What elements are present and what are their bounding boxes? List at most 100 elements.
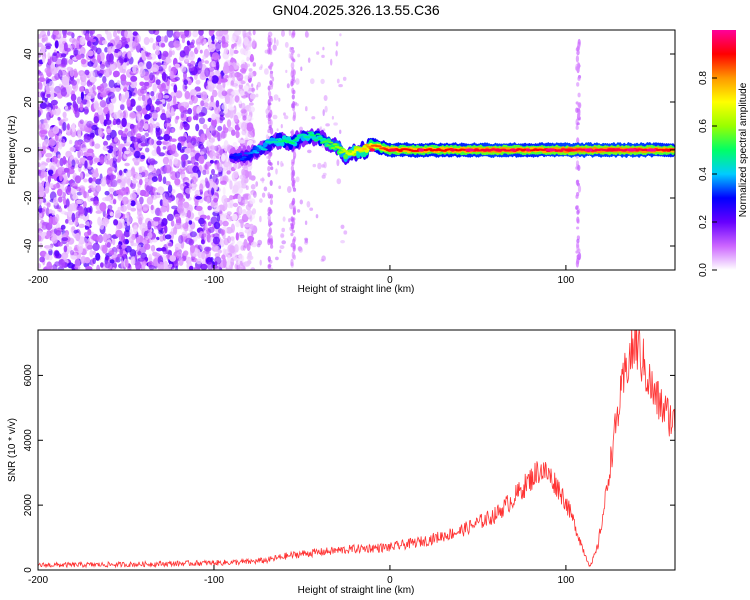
noise-speckle — [220, 180, 227, 185]
noise-speckle — [320, 78, 325, 85]
noise-speckle — [99, 221, 105, 230]
noise-speckle — [68, 58, 73, 65]
noise-speckle — [77, 149, 81, 159]
noise-speckle — [60, 87, 68, 97]
noise-speckle — [233, 65, 240, 70]
streak-speckle — [267, 47, 271, 55]
noise-speckle — [99, 83, 104, 93]
noise-speckle — [220, 78, 228, 83]
noise-speckle — [247, 235, 255, 242]
streak-speckle — [292, 245, 296, 252]
noise-speckle — [38, 182, 42, 187]
noise-speckle — [81, 30, 86, 36]
noise-speckle — [322, 172, 327, 176]
signal-peak-mark — [418, 148, 425, 152]
signal-track-mark — [326, 144, 332, 147]
noise-speckle — [90, 197, 97, 202]
noise-speckle — [215, 31, 220, 36]
noise-speckle — [283, 112, 286, 116]
signal-track-mark — [294, 137, 300, 140]
streak-speckle — [290, 216, 294, 222]
streak-speckle — [267, 159, 271, 166]
x-tick-label: -100 — [204, 575, 224, 586]
noise-speckle — [162, 62, 168, 70]
signal-track-mark — [317, 137, 323, 140]
noise-speckle — [152, 83, 157, 93]
noise-speckle — [281, 240, 287, 245]
noise-speckle — [168, 158, 173, 167]
noise-speckle — [149, 195, 158, 200]
noise-speckle — [220, 130, 226, 139]
streak-speckle — [267, 165, 271, 172]
noise-speckle — [48, 215, 54, 226]
noise-speckle — [78, 205, 85, 215]
noise-speckle — [97, 54, 101, 64]
noise-speckle — [49, 80, 55, 88]
noise-speckle — [235, 35, 242, 45]
signal-track-mark — [275, 138, 281, 141]
noise-speckle — [247, 131, 254, 138]
noise-speckle — [103, 140, 108, 147]
noise-speckle — [161, 218, 168, 226]
noise-speckle — [100, 177, 107, 187]
noise-speckle — [75, 232, 81, 242]
streak-speckle — [576, 254, 580, 259]
noise-speckle — [251, 231, 254, 237]
noise-speckle — [135, 105, 142, 112]
noise-speckle — [79, 36, 86, 46]
noise-speckle — [55, 214, 60, 223]
noise-speckle — [174, 213, 180, 220]
streak-speckle — [269, 238, 274, 246]
noise-speckle — [229, 47, 235, 56]
noise-speckle — [156, 168, 161, 177]
noise-speckle — [220, 239, 225, 248]
noise-speckle — [93, 116, 100, 124]
colorbar-tick-label: 0.6 — [698, 119, 709, 133]
noise-speckle — [63, 232, 69, 237]
noise-speckle — [83, 190, 87, 199]
noise-speckle — [47, 30, 51, 37]
noise-speckle — [216, 160, 220, 170]
noise-speckle — [141, 52, 146, 61]
noise-speckle — [198, 155, 205, 164]
y-tick-label: 0 — [23, 567, 34, 573]
noise-speckle — [47, 175, 52, 183]
signal-track-mark — [311, 134, 317, 137]
noise-speckle — [44, 253, 50, 260]
noise-speckle — [67, 262, 74, 269]
noise-speckle — [51, 109, 57, 115]
noise-speckle — [89, 129, 95, 140]
noise-speckle — [106, 242, 111, 248]
noise-speckle — [67, 186, 71, 193]
noise-speckle — [40, 45, 46, 54]
noise-speckle — [92, 257, 96, 264]
noise-speckle — [85, 173, 90, 177]
noise-speckle — [272, 114, 278, 120]
noise-speckle — [248, 72, 254, 78]
noise-speckle — [245, 185, 249, 190]
noise-speckle — [140, 135, 146, 143]
snr-series-group — [38, 330, 675, 569]
noise-speckle — [116, 80, 121, 86]
noise-speckle — [99, 155, 105, 165]
noise-speckle — [64, 105, 69, 110]
snr-x-ticks: -200 -100 0 100 — [28, 565, 575, 586]
noise-speckle — [38, 143, 41, 147]
noise-speckle — [49, 147, 54, 152]
streak-speckle — [292, 89, 296, 95]
noise-speckle — [46, 111, 52, 121]
noise-speckle — [246, 56, 250, 62]
noise-speckle — [43, 138, 51, 147]
noise-speckle — [221, 30, 229, 35]
noise-speckle — [251, 87, 255, 93]
noise-speckle — [246, 243, 251, 252]
noise-speckle — [284, 41, 289, 48]
noise-speckle — [255, 181, 259, 187]
noise-speckle — [118, 129, 123, 136]
noise-speckle — [245, 63, 251, 68]
noise-speckle — [324, 105, 328, 113]
streak-speckle — [291, 94, 295, 100]
noise-speckle — [206, 139, 214, 147]
noise-speckle — [161, 71, 167, 81]
noise-speckle — [275, 168, 278, 175]
